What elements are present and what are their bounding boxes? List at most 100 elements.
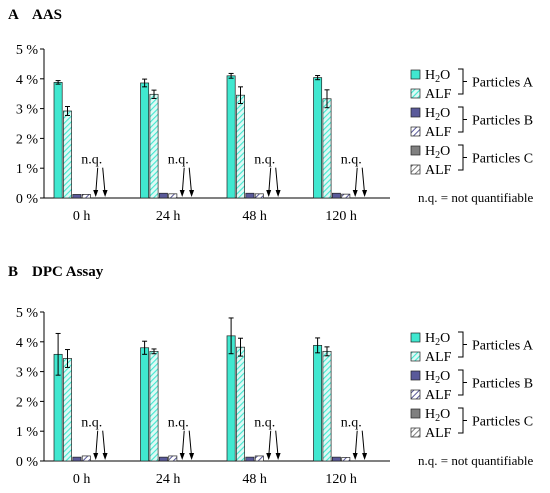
bar-b-h2o [245,192,255,199]
bar-a-h2o [140,347,150,462]
bar-b-h2o [72,194,82,199]
legend-label-h2o: H2O [425,106,450,123]
nq-label: n.q. [341,416,362,431]
nq-arrow [268,167,272,195]
nq-arrow [102,167,106,195]
nq-label: n.q. [168,153,189,168]
y-tick-label: 2 % [16,132,39,147]
nq-arrow-head [266,190,272,197]
bar-b-alf [168,193,178,199]
x-tick-label: 0 h [73,472,91,487]
nq-label: n.q. [254,153,275,168]
nq-arrow-head [102,190,108,197]
panel-a-plot: 0 % 1 % 2 % 3 % 4 % 5 % 0 h n.q. 24 h n.q. 48 h n.q… [16,43,390,224]
bar-b-h2o [245,456,255,462]
x-tick-label: 48 h [242,472,267,487]
legend-bracket [458,331,464,358]
x-tick-label: 0 h [73,209,91,224]
bar-a-alf [149,93,159,199]
bar-a-alf [63,110,72,199]
legend-swatch-c-h2o [410,408,421,419]
nq-arrow-head [362,190,368,197]
bar-b-alf [254,455,264,462]
bar-a-h2o [53,82,63,199]
nq-arrow-head [93,453,99,460]
bar-b-h2o [72,456,82,462]
nq-arrow-head [179,453,185,460]
nq-footnote: n.q. = not quantifiable [418,190,534,205]
y-tick-label: 2 % [16,395,39,410]
legend-group-label: Particles A [472,76,534,91]
nq-arrow [361,167,366,195]
bar-b-h2o [158,456,168,462]
panel-b-letter: B [8,264,18,280]
legend-bracket [458,407,464,434]
legend-swatch-c-h2o [410,145,421,156]
legend-swatch-b-alf [410,126,421,137]
panel-a-title: AAS [32,7,62,23]
bar-a-alf [322,350,332,462]
y-tick-label: 0 % [16,455,39,470]
legend-label-alf: ALF [425,87,452,102]
bar-b-h2o [158,192,168,199]
legend-group-label: Particles C [472,152,533,167]
nq-arrow [275,430,279,458]
nq-arrow-head [275,190,281,197]
nq-label: n.q. [81,153,102,168]
nq-arrow-head [352,190,358,197]
nq-arrow [181,430,185,458]
legend-bracket [458,144,464,171]
legend-swatch-c-alf [410,164,421,175]
bar-a-alf [149,350,159,462]
y-tick-label: 0 % [16,192,39,207]
nq-arrow [354,430,358,458]
nq-arrow-head [189,453,195,460]
nq-arrow [95,430,99,458]
legend-bracket [458,106,464,133]
legend-label-h2o: H2O [425,68,450,85]
legend-swatch-b-h2o [410,107,421,118]
bar-b-alf [81,455,91,462]
nq-arrow [181,167,185,195]
bar-b-h2o [331,456,341,462]
nq-arrow-head [275,453,281,460]
legend-label-h2o: H2O [425,369,450,386]
nq-label: n.q. [81,416,102,431]
legend-bracket [458,68,464,95]
nq-arrow-head [102,453,108,460]
y-tick-label: 4 % [16,336,39,351]
legend-swatch-a-h2o [410,332,421,343]
legend-swatch-a-alf [410,351,421,362]
legend-label-alf: ALF [425,350,452,365]
bar-a-h2o [140,82,150,199]
nq-footnote: n.q. = not quantifiable [418,453,534,468]
bar-a-alf [63,358,72,462]
bar-b-h2o [331,192,341,199]
legend-swatch-b-h2o [410,370,421,381]
y-tick-label: 3 % [16,366,39,381]
nq-arrow-head [266,453,272,460]
bar-b-alf [81,194,91,199]
nq-arrow [354,167,358,195]
panel-b-chart: B DPC Assay 0 % 1 % 2 % 3 % 4 % 5 % 0 h n.q. 24 … [8,264,534,487]
bar-a-alf [236,94,245,199]
legend-label-h2o: H2O [425,407,450,424]
nq-arrow [188,167,193,195]
x-tick-label: 120 h [325,209,357,224]
x-tick-label: 24 h [156,209,181,224]
y-tick-label: 5 % [16,43,39,58]
bar-a-h2o [313,77,323,199]
legend-label-alf: ALF [425,388,452,403]
legend-swatch-a-h2o [410,69,421,80]
nq-arrow-head [189,190,195,197]
legend-group-label: Particles B [472,377,533,392]
legend-swatch-c-alf [410,427,421,438]
legend-group-label: Particles A [472,339,534,354]
legend-label-alf: ALF [425,163,452,178]
nq-label: n.q. [341,153,362,168]
legend-label-alf: ALF [425,426,452,441]
panel-b-title: DPC Assay [32,264,104,280]
bar-b-alf [341,457,351,462]
legend-label-alf: ALF [425,125,452,140]
nq-arrow-head [362,453,368,460]
